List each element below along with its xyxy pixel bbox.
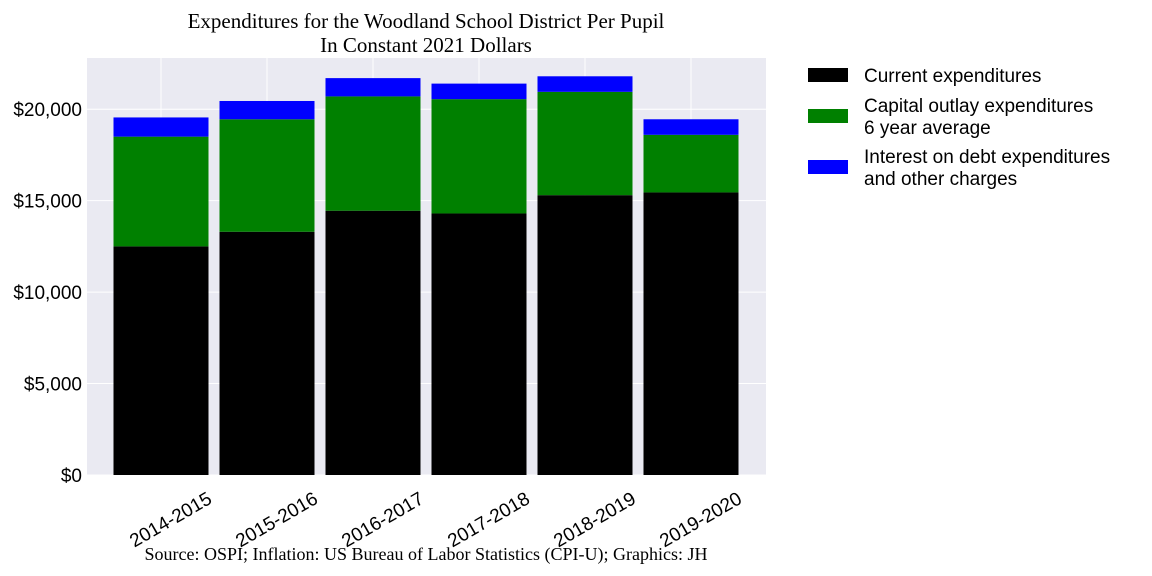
x-tick-label: 2017-2018: [444, 488, 533, 552]
bar-segment-1-2016-2017: [325, 96, 421, 211]
y-tick-label: $0: [61, 466, 82, 487]
x-tick-label: 2018-2019: [550, 488, 639, 552]
y-tick-label: $20,000: [13, 100, 82, 121]
bar-segment-2-2017-2018: [431, 83, 527, 100]
bar-segment-1-2019-2020: [643, 134, 739, 193]
legend-label: Current expenditures: [864, 66, 1041, 87]
x-tick-label: 2019-2020: [656, 488, 745, 552]
legend: Current expenditures Capital outlay expen…: [808, 66, 1110, 190]
y-tick-label: $10,000: [13, 283, 82, 304]
x-tick-label: 2016-2017: [338, 488, 427, 552]
legend-swatch: [808, 109, 848, 123]
legend-label: 6 year average: [864, 118, 991, 139]
bar-segment-2-2015-2016: [219, 100, 315, 120]
bar-segment-1-2017-2018: [431, 99, 527, 214]
legend-label: and other charges: [864, 169, 1017, 190]
bar-segment-1-2015-2016: [219, 119, 315, 232]
legend-label: Capital outlay expenditures: [864, 96, 1093, 117]
bar-segment-2-2014-2015: [113, 117, 209, 137]
source-note: Source: OSPI; Inflation: US Bureau of La…: [145, 544, 708, 565]
chart-title: Expenditures for the Woodland School Dis…: [188, 9, 665, 33]
bar-segment-2-2016-2017: [325, 78, 421, 97]
x-tick-label: 2014-2015: [126, 488, 215, 552]
legend-label: Interest on debt expenditures: [864, 147, 1110, 168]
y-tick-label: $5,000: [24, 375, 82, 396]
chart-subtitle: In Constant 2021 Dollars: [320, 33, 532, 57]
bar-segment-2-2018-2019: [537, 76, 633, 92]
y-axis-ticks: $0 $5,000 $10,000 $15,000 $20,000: [13, 100, 82, 487]
bars-group: [113, 76, 739, 476]
legend-swatch: [808, 68, 848, 82]
bar-segment-2-2019-2020: [643, 119, 739, 135]
bar-segment-0-2016-2017: [325, 210, 421, 475]
legend-swatch: [808, 160, 848, 174]
bar-segment-1-2014-2015: [113, 136, 209, 247]
bar-segment-0-2019-2020: [643, 192, 739, 476]
y-tick-label: $15,000: [13, 192, 82, 213]
bar-segment-0-2014-2015: [113, 246, 209, 475]
bar-segment-0-2017-2018: [431, 213, 527, 476]
x-tick-label: 2015-2016: [232, 488, 321, 552]
x-axis-ticks: 2014-2015 2015-2016 2016-2017 2017-2018 2018…: [126, 488, 745, 552]
bar-segment-0-2015-2016: [219, 231, 315, 475]
bar-segment-0-2018-2019: [537, 195, 633, 475]
bar-segment-1-2018-2019: [537, 91, 633, 196]
